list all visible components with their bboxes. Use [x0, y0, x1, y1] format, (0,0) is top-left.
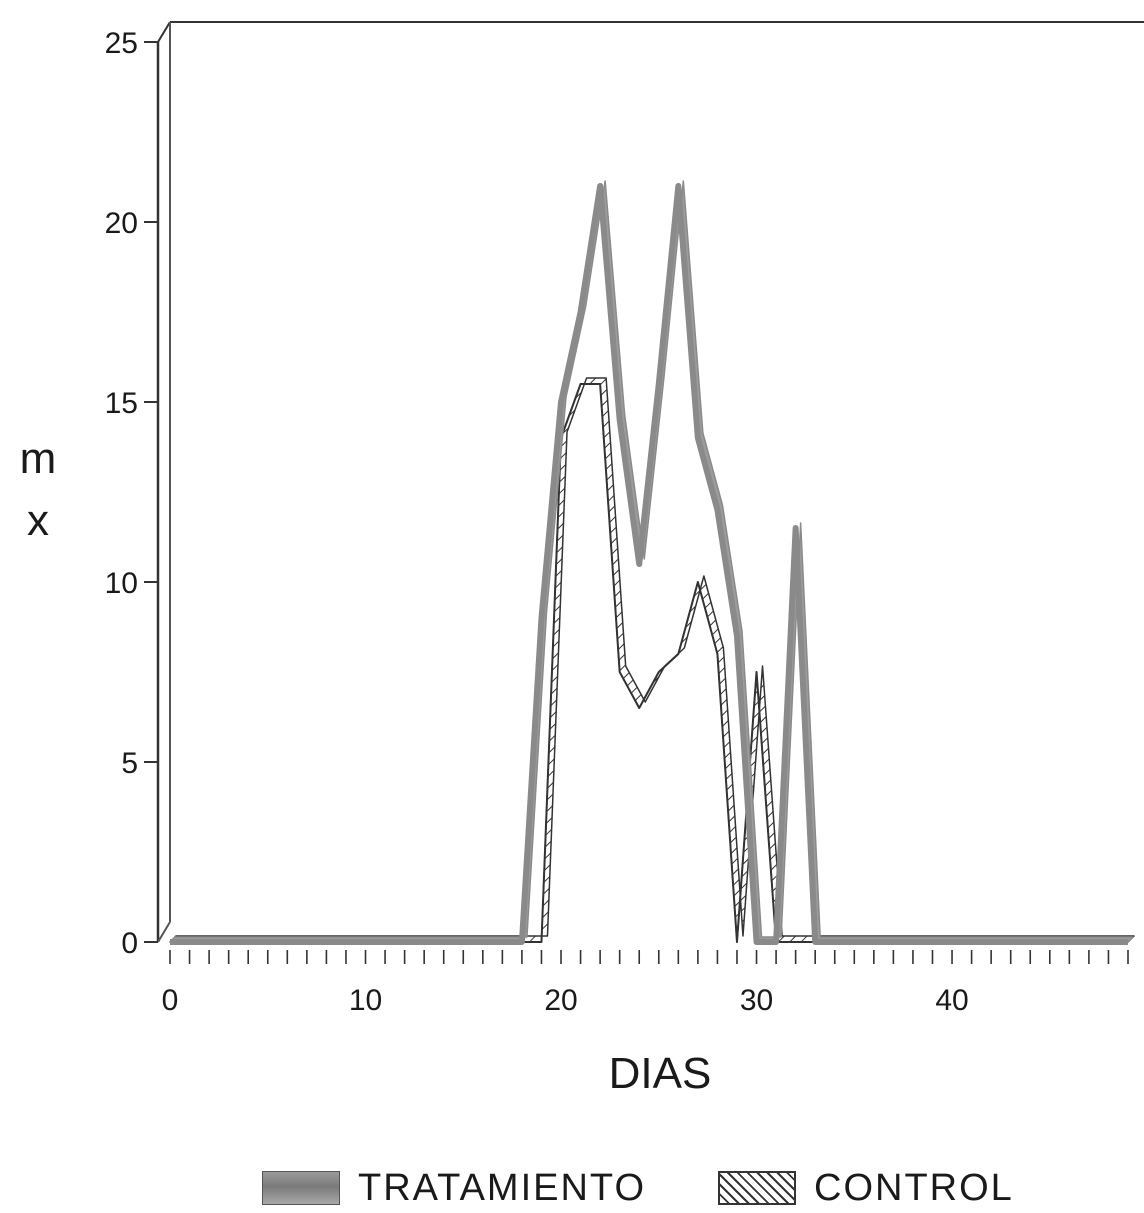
legend: TRATAMIENTO CONTROL: [262, 1166, 1086, 1210]
series-tratamiento-line: [170, 183, 1128, 945]
x-tick-label: 0: [162, 984, 179, 1017]
legend-label-tratamiento: TRATAMIENTO: [358, 1166, 646, 1209]
legend-swatch-control: [718, 1171, 796, 1205]
x-tick-label: 40: [935, 984, 968, 1017]
y-axis-title-line1: m: [20, 434, 57, 483]
y-tick-label: 25: [105, 27, 138, 60]
x-axis-title: DIAS: [609, 1049, 712, 1098]
y-tick-label: 20: [105, 207, 138, 240]
legend-item-control: CONTROL: [718, 1167, 1014, 1210]
y-tick-label: 0: [121, 927, 138, 960]
series-tratamiento-ribbon: [169, 180, 1134, 943]
frame-edge-top-left: [157, 21, 171, 43]
floor-edge-left: [157, 921, 171, 943]
x-axis: 0 10 20 30 40: [162, 950, 1129, 1017]
legend-item-tratamiento: TRATAMIENTO: [262, 1167, 646, 1210]
plot-frame: [156, 21, 1144, 943]
x-tick-label: 10: [349, 984, 382, 1017]
legend-swatch-tratamiento: [262, 1171, 340, 1205]
y-tick-label: 10: [105, 567, 138, 600]
x-tick-label: 20: [544, 984, 577, 1017]
y-axis: 0 5 10 15 20 25: [105, 27, 158, 960]
y-axis-title-line2: x: [27, 496, 49, 545]
legend-label-control: CONTROL: [814, 1166, 1014, 1209]
y-tick-label: 15: [105, 387, 138, 420]
x-tick-label: 30: [740, 984, 773, 1017]
y-tick-label: 5: [121, 747, 138, 780]
series-layer: [169, 180, 1135, 945]
